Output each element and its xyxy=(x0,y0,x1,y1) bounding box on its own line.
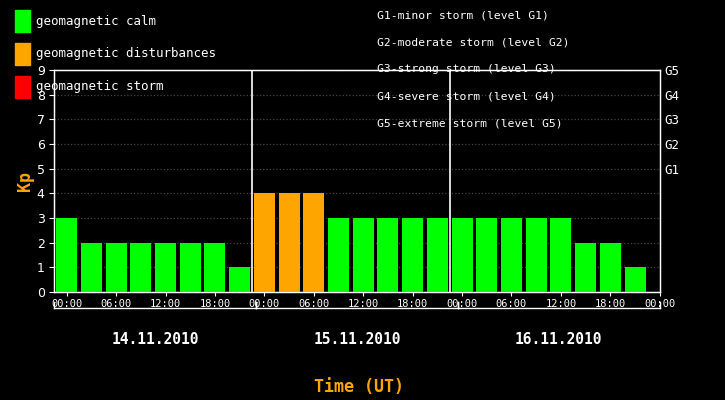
Bar xyxy=(550,218,571,292)
Bar xyxy=(278,193,299,292)
Y-axis label: Kp: Kp xyxy=(16,171,34,191)
Bar xyxy=(130,243,152,292)
Text: geomagnetic storm: geomagnetic storm xyxy=(36,80,164,93)
Text: G2-moderate storm (level G2): G2-moderate storm (level G2) xyxy=(377,37,570,47)
Text: Time (UT): Time (UT) xyxy=(314,378,404,396)
Bar xyxy=(402,218,423,292)
Bar xyxy=(575,243,596,292)
Bar xyxy=(229,267,250,292)
Bar xyxy=(600,243,621,292)
Bar xyxy=(624,267,645,292)
Bar xyxy=(452,218,473,292)
Bar xyxy=(526,218,547,292)
Text: G4-severe storm (level G4): G4-severe storm (level G4) xyxy=(377,92,556,102)
Bar xyxy=(476,218,497,292)
Bar xyxy=(378,218,399,292)
Bar xyxy=(328,218,349,292)
Bar xyxy=(501,218,522,292)
Bar xyxy=(427,218,448,292)
Text: 16.11.2010: 16.11.2010 xyxy=(515,332,602,347)
Text: geomagnetic disturbances: geomagnetic disturbances xyxy=(36,47,216,60)
Text: 14.11.2010: 14.11.2010 xyxy=(112,332,199,347)
Bar xyxy=(204,243,225,292)
Text: geomagnetic calm: geomagnetic calm xyxy=(36,14,157,28)
Bar xyxy=(254,193,275,292)
Bar xyxy=(303,193,324,292)
Bar xyxy=(81,243,102,292)
Bar xyxy=(57,218,78,292)
Bar xyxy=(155,243,176,292)
Bar xyxy=(180,243,201,292)
Bar xyxy=(353,218,374,292)
Text: G3-strong storm (level G3): G3-strong storm (level G3) xyxy=(377,64,556,74)
Text: G5-extreme storm (level G5): G5-extreme storm (level G5) xyxy=(377,119,563,129)
Text: 15.11.2010: 15.11.2010 xyxy=(313,332,401,347)
Text: G1-minor storm (level G1): G1-minor storm (level G1) xyxy=(377,10,549,20)
Bar xyxy=(106,243,127,292)
